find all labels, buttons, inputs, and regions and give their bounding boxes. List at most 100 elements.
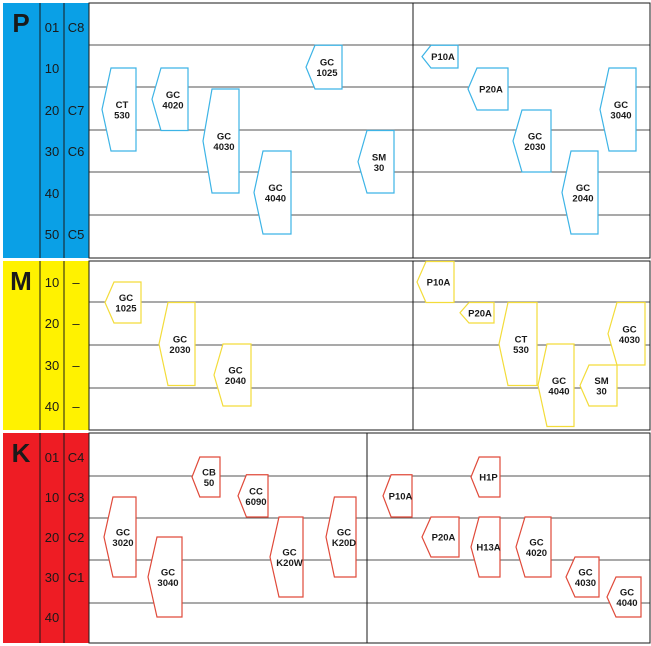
band-M-iso-30: 30 bbox=[45, 358, 59, 373]
grade-GC3040-label-2: 3040 bbox=[610, 111, 631, 122]
band-M-ansi-2: – bbox=[72, 358, 80, 373]
grade-GC2030-label-2: 2030 bbox=[524, 142, 545, 153]
grade-GC4020-label-2: 4020 bbox=[162, 100, 183, 111]
grade-SM30m-label-1: SM bbox=[594, 376, 608, 387]
grade-H1P-box bbox=[470, 456, 501, 498]
grade-GC4030m-box bbox=[607, 301, 646, 366]
grade-GC4030m-label-1: GC bbox=[622, 324, 636, 335]
grade-P20A-box bbox=[467, 67, 509, 111]
grade-P10Am-label: P10A bbox=[427, 278, 451, 289]
grade-CT530m-label-1: CT bbox=[515, 335, 528, 346]
grade-GC2040-box bbox=[561, 150, 599, 235]
grade-GC4030-label-1: GC bbox=[217, 132, 231, 143]
band-P-ansi-2: C7 bbox=[68, 103, 85, 118]
grade-GC2030m-label-2: 2030 bbox=[169, 345, 190, 356]
band-K-iso-40: 40 bbox=[45, 610, 59, 625]
band-M-iso-10: 10 bbox=[45, 275, 59, 290]
grade-GC2040-label-2: 2040 bbox=[572, 194, 593, 205]
band-P-iso-40: 40 bbox=[45, 186, 59, 201]
band-P-ansi-5: C5 bbox=[68, 227, 85, 242]
grade-SM30-label-1: SM bbox=[372, 152, 386, 163]
grade-CT530m-box bbox=[498, 301, 538, 387]
band-P-color-column bbox=[3, 3, 89, 258]
band-M-iso-40: 40 bbox=[45, 399, 59, 414]
grade-GC2040m-label-1: GC bbox=[228, 366, 242, 377]
grade-GCK20D-box bbox=[325, 496, 357, 578]
band-P-ansi-3: C6 bbox=[68, 144, 85, 159]
grade-GC2040-label-1: GC bbox=[576, 183, 590, 194]
grade-P20Am-box bbox=[459, 301, 495, 324]
grade-GC4040-box bbox=[253, 150, 292, 235]
grade-P10A-box bbox=[421, 44, 459, 69]
grade-GC1025-label-1: GC bbox=[320, 58, 334, 69]
grade-H1P-label: H1P bbox=[479, 473, 498, 484]
grade-GC4020-box bbox=[151, 67, 189, 132]
grade-P10A-label: P10A bbox=[431, 52, 455, 63]
grade-CT530m-label-2: 530 bbox=[513, 345, 529, 356]
band-K-iso-10: 10 bbox=[45, 490, 59, 505]
grade-GC2030m-label-1: GC bbox=[173, 335, 187, 346]
grade-GC3040-box bbox=[599, 67, 637, 152]
band-M-ansi-3: – bbox=[72, 399, 80, 414]
grade-GC4030k-label-1: GC bbox=[578, 568, 592, 579]
band-M-color-column bbox=[3, 261, 89, 430]
band-P-iso-20: 20 bbox=[45, 103, 59, 118]
grade-GC4030k-box bbox=[565, 556, 600, 598]
grade-CT530-label-1: CT bbox=[116, 100, 129, 111]
grade-GC3020-box bbox=[103, 496, 137, 578]
grade-GC4040k-label-1: GC bbox=[620, 588, 634, 599]
grade-GC4030m-label-2: 4030 bbox=[619, 335, 640, 346]
grade-P20Ak-label: P20A bbox=[432, 533, 456, 544]
grade-GC2040m-box bbox=[213, 343, 252, 407]
grade-GCK20D-label-2: K20D bbox=[332, 538, 356, 549]
grade-GCK20W-label-1: GC bbox=[282, 548, 296, 559]
grade-P10Ak-box bbox=[382, 474, 413, 518]
band-K-iso-30: 30 bbox=[45, 570, 59, 585]
band-K-letter: K bbox=[12, 438, 31, 468]
band-K-iso-20: 20 bbox=[45, 530, 59, 545]
band-M-ansi-0: – bbox=[72, 275, 80, 290]
grade-P20Ak-box bbox=[421, 516, 460, 558]
grade-GC3040-label-2: 3040 bbox=[157, 578, 178, 589]
band-M-ansi-1: – bbox=[72, 316, 80, 331]
grade-H13A-box bbox=[470, 516, 501, 578]
grade-GC2030-box bbox=[512, 109, 552, 173]
grade-P10Ak-label: P10A bbox=[389, 491, 413, 502]
grade-GC3040-box bbox=[147, 536, 183, 618]
grade-GC1025m-label-2: 1025 bbox=[115, 304, 137, 315]
grade-GC4040k-label-2: 4040 bbox=[616, 598, 637, 609]
band-P-letter: P bbox=[12, 8, 29, 38]
grade-GC1025m-label-1: GC bbox=[119, 293, 133, 304]
band-P-iso-30: 30 bbox=[45, 144, 59, 159]
band-M-letter: M bbox=[10, 266, 32, 296]
grade-GCK20W-box bbox=[269, 516, 304, 598]
band-K-iso-01: 01 bbox=[45, 450, 59, 465]
grade-GC3020-label-2: 3020 bbox=[112, 538, 133, 549]
grade-GC4030-box bbox=[202, 88, 240, 194]
grade-GC4040m-box bbox=[537, 343, 575, 428]
grade-GC2030-label-1: GC bbox=[528, 132, 542, 143]
grade-CC6090-label-1: CC bbox=[249, 486, 263, 497]
grade-GC3040-label-1: GC bbox=[161, 568, 175, 579]
grade-SM30-label-2: 30 bbox=[374, 163, 385, 174]
grade-GC2040m-label-2: 2040 bbox=[225, 376, 246, 387]
grade-GC4040m-label-2: 4040 bbox=[548, 386, 569, 397]
grade-GC1025-box bbox=[305, 44, 343, 90]
grade-GC1025-label-2: 1025 bbox=[316, 68, 338, 79]
grade-GC4020k-label-1: GC bbox=[529, 538, 543, 549]
grade-GC4030k-label-2: 4030 bbox=[575, 578, 596, 589]
grade-CC6090-label-2: 6090 bbox=[245, 497, 266, 508]
grade-GC4040-label-2: 4040 bbox=[265, 194, 286, 205]
grade-GC4020k-label-2: 4020 bbox=[526, 548, 547, 559]
grade-P20Am-label: P20A bbox=[468, 308, 492, 319]
grade-GCK20W-label-2: K20W bbox=[276, 558, 302, 569]
grade-GC4040-label-1: GC bbox=[268, 183, 282, 194]
grade-CB50-label-2: 50 bbox=[204, 478, 215, 489]
grade-CB50-label-1: CB bbox=[202, 468, 216, 479]
grade-GC4040k-box bbox=[606, 576, 642, 618]
grade-SM30m-label-2: 30 bbox=[596, 387, 607, 398]
grade-P10Am-box bbox=[416, 260, 455, 304]
band-M-iso-20: 20 bbox=[45, 316, 59, 331]
grade-SM30m-box bbox=[579, 364, 618, 407]
